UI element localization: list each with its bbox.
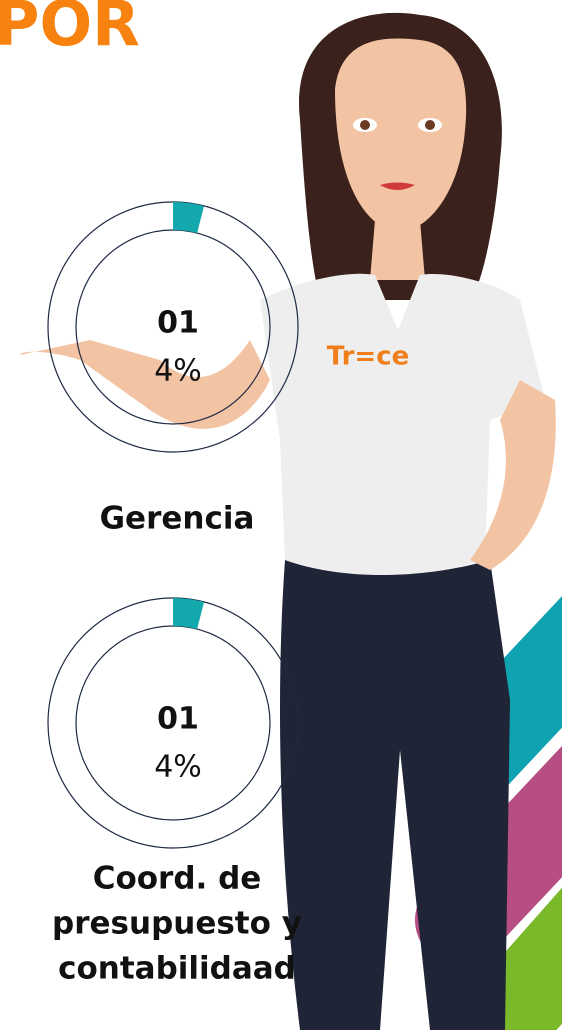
progress-arc (173, 202, 205, 234)
item-label: Coord. de (93, 861, 262, 897)
item-label: contabilidaad (58, 951, 296, 987)
pupil (425, 120, 435, 130)
progress-arc (173, 598, 205, 630)
arm (470, 380, 556, 570)
item-label: presupuesto y (52, 906, 302, 942)
percent: 4% (154, 354, 202, 389)
face (335, 38, 467, 232)
count: 01 (157, 702, 199, 737)
logo: Tr=ce (327, 342, 410, 372)
pupil (360, 120, 370, 130)
pants (280, 560, 510, 1030)
stripe-green (436, 887, 562, 1030)
lips (380, 182, 415, 190)
percent: 4% (154, 750, 202, 785)
arm (20, 340, 270, 429)
count: 01 (157, 306, 199, 341)
woman-illustration: Tr=ce (20, 12, 556, 1030)
item-label: Gerencia (100, 501, 255, 537)
neck (370, 220, 425, 280)
title: POR (0, 0, 140, 60)
shirt (260, 273, 545, 575)
